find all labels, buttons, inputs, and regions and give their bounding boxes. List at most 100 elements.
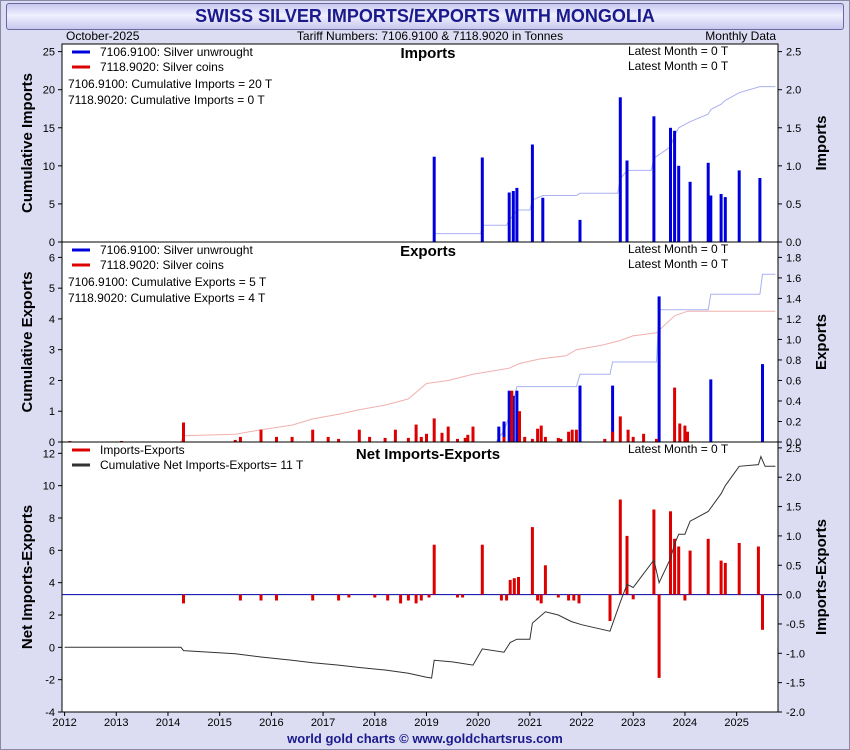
exports-bar: [626, 429, 630, 442]
imports-bar: [688, 181, 692, 242]
imports-bar: [618, 97, 622, 242]
imports-ytick-left-label: 25: [43, 47, 55, 59]
header-tariff: Tariff Numbers: 7106.9100 & 7118.9020 in…: [297, 29, 563, 43]
exports-ytick-right-label: 0.4: [786, 396, 801, 408]
net-title: Net Imports-Exports: [356, 446, 500, 463]
exports-ytick-left-label: 0: [49, 437, 55, 449]
exports-ytick-left-label: 2: [49, 375, 55, 387]
xtick-label: 2022: [569, 717, 593, 729]
exports-bar: [419, 436, 423, 442]
net-bar: [259, 594, 263, 601]
exports-bar: [518, 411, 521, 442]
exports-bar: [259, 429, 263, 442]
net-bar: [577, 594, 581, 604]
net-bar: [761, 594, 764, 630]
exports-ytick-left-label: 6: [49, 252, 55, 264]
imports-bar: [669, 127, 672, 242]
net-bar: [677, 546, 681, 595]
net-ytick-left-label: 12: [43, 448, 55, 460]
net-bar: [618, 499, 622, 595]
imports-ytick-left-label: 0: [49, 237, 55, 249]
exports-bar: [182, 422, 185, 442]
net-legend-label: Cumulative Net Imports-Exports= 11 T: [100, 458, 304, 472]
exports-ytick-left-label: 1: [49, 406, 55, 418]
exports-ylabel-right: Exports: [813, 314, 830, 370]
net-ytick-left-label: 10: [43, 481, 55, 493]
net-ytick-right-label: 0.0: [786, 590, 801, 602]
imports-ytick-left-label: 20: [43, 85, 55, 97]
net-ytick-left-label: -4: [45, 707, 55, 719]
exports-bar: [275, 436, 278, 442]
imports-bar: [541, 197, 545, 242]
net-ytick-right-label: 0.5: [786, 560, 801, 572]
exports-bar: [631, 436, 635, 442]
net-bar: [414, 594, 418, 604]
net-bar: [539, 594, 543, 604]
exports-plot-area: [61, 241, 779, 443]
footer-credit: world gold charts © www.goldchartsrus.co…: [287, 731, 563, 746]
exports-bar: [611, 385, 615, 442]
imports-ylabel-right: Imports: [813, 115, 830, 170]
net-cumulative-line: [64, 455, 776, 679]
net-bar: [608, 594, 612, 621]
exports-bar: [337, 438, 341, 442]
exports-bar: [657, 296, 661, 442]
exports-bar: [326, 436, 330, 442]
exports-bar: [383, 437, 387, 442]
exports-bar: [463, 437, 467, 442]
exports-ytick-right-label: 1.6: [786, 273, 801, 285]
exports-bar: [567, 431, 571, 442]
net-bar: [512, 578, 516, 595]
header-date: October-2025: [66, 29, 140, 43]
exports-title: Exports: [400, 243, 456, 260]
net-bar: [652, 509, 656, 595]
net-ytick-right-label: 2.5: [786, 443, 801, 455]
imports-bar: [758, 178, 762, 242]
exports-note-left: 7118.9020: Cumulative Exports = 4 T: [68, 291, 266, 305]
exports-bar: [556, 437, 560, 442]
exports-bar: [543, 436, 547, 442]
exports-bar: [233, 439, 237, 442]
exports-bar: [456, 438, 459, 442]
net-bar: [631, 594, 635, 600]
exports-bar: [502, 421, 506, 442]
net-bar: [499, 594, 503, 601]
exports-bar: [530, 438, 534, 442]
xtick-label: 2024: [673, 717, 697, 729]
exports-bar: [536, 428, 540, 442]
net-bar: [688, 550, 692, 595]
imports-note-right: Latest Month = 0 T: [628, 44, 729, 58]
net-ytick-left-label: 2: [49, 610, 55, 622]
exports-note-left: 7106.9100: Cumulative Exports = 5 T: [68, 275, 267, 289]
xtick-label: 2018: [363, 717, 387, 729]
imports-ytick-left-label: 5: [49, 199, 55, 211]
imports-bar: [432, 156, 436, 242]
exports-bar: [570, 429, 574, 442]
xtick-label: 2014: [156, 717, 180, 729]
net-bar: [337, 594, 341, 601]
net-bar: [543, 565, 547, 595]
exports-legend-label: 7118.9020: Silver coins: [100, 258, 224, 272]
net-bar: [480, 544, 484, 595]
exports-ytick-right-label: 0.0: [786, 437, 801, 449]
imports-bar: [652, 116, 656, 242]
exports-bar: [761, 364, 764, 442]
net-ytick-right-label: 2.0: [786, 472, 801, 484]
net-bar: [505, 594, 509, 601]
imports-ytick-right-label: 1.0: [786, 161, 801, 173]
imports-note-left: 7118.9020: Cumulative Imports = 0 T: [68, 93, 265, 107]
exports-ytick-right-label: 0.6: [786, 375, 801, 387]
exports-note-right: Latest Month = 0 T: [628, 257, 729, 271]
imports-ytick-left-label: 10: [43, 161, 55, 173]
imports-bar: [530, 144, 534, 242]
exports-bar: [502, 436, 506, 442]
exports-bar: [678, 423, 682, 442]
imports-legend-label: 7106.9100: Silver unwrought: [100, 45, 253, 59]
exports-bar: [446, 426, 450, 442]
imports-bar: [677, 165, 681, 242]
net-bar: [461, 594, 465, 598]
xtick-label: 2012: [52, 717, 76, 729]
header-frequency: Monthly Data: [705, 29, 776, 43]
exports-bar: [414, 424, 418, 442]
net-bar: [275, 594, 278, 601]
